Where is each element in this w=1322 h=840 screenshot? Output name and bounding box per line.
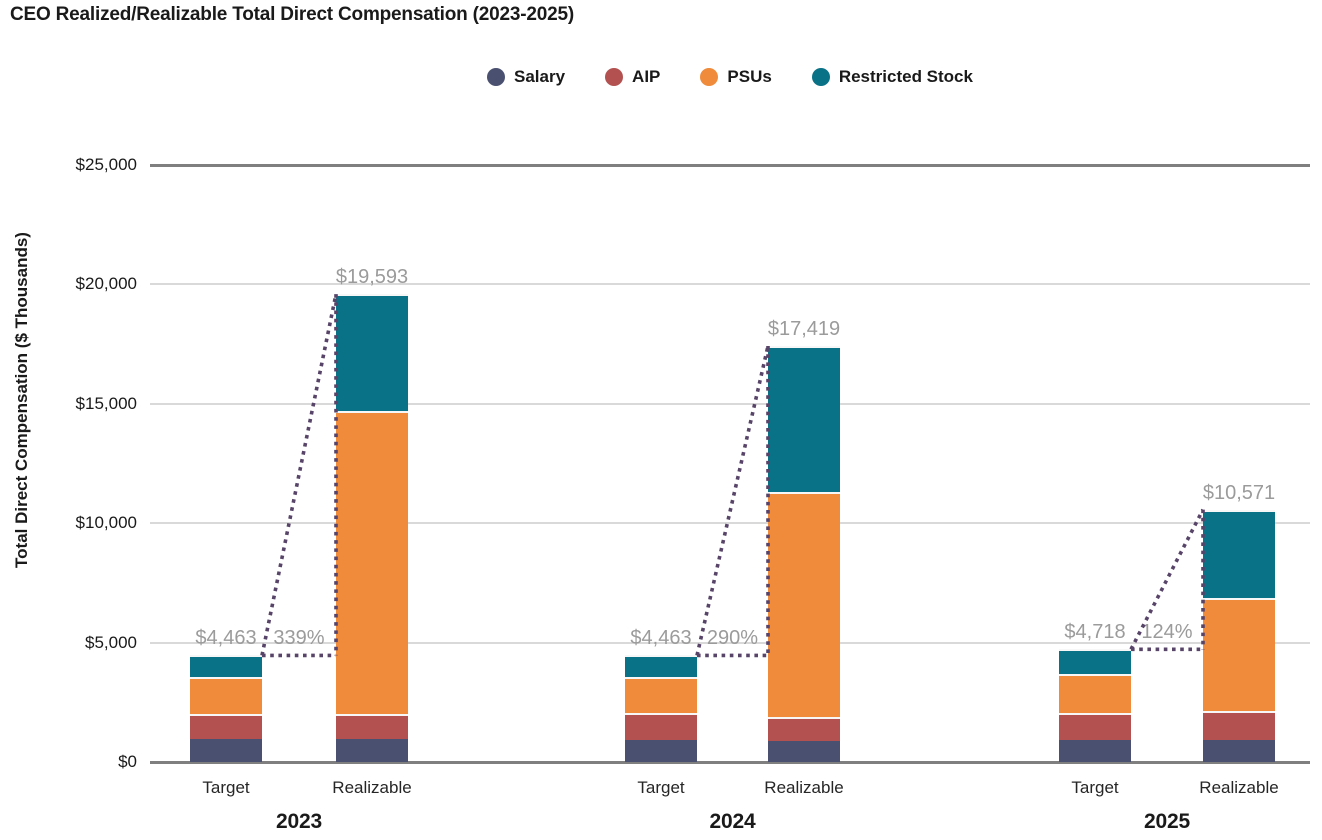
legend-label-aip: AIP	[632, 67, 661, 86]
y-tick-label: $0	[118, 752, 137, 771]
bar-total-label-2024-realizable: $17,419	[767, 318, 841, 341]
legend-item-psus: PSUs	[700, 67, 772, 87]
restricted-stock-swatch-icon	[811, 68, 830, 86]
bar-segment-2023-target-salary	[190, 738, 262, 762]
bar-segment-2025-target-aip	[1059, 713, 1131, 740]
bar-total-label-2023-target: $4,463	[195, 627, 257, 650]
bar-segment-2024-target-salary	[625, 740, 697, 762]
chart-title: CEO Realized/Realizable Total Direct Com…	[10, 4, 574, 25]
legend-item-salary: Salary	[487, 67, 565, 87]
gridline-20000	[150, 283, 1310, 286]
bar-segment-2025-target-restricted-stock	[1059, 649, 1131, 675]
legend-item-aip: AIP	[605, 67, 660, 87]
aip-swatch-icon	[605, 68, 624, 86]
legend: Salary AIP PSUs Restricted Stock	[150, 63, 1310, 91]
y-tick-label: $20,000	[75, 274, 137, 294]
gridline-10000	[150, 522, 1310, 525]
gridline-0	[150, 760, 1310, 764]
x-label-2023-target: Target	[202, 778, 250, 797]
bar-segment-2023-realizable-aip	[336, 714, 408, 739]
bar-total-label-2023-realizable: $19,593	[335, 266, 409, 289]
x-year-label-2025: 2025	[1144, 810, 1190, 833]
connector-triangle-2023	[260, 293, 338, 658]
bar-segment-2024-target-psus	[625, 677, 697, 713]
x-label-2025-realizable: Realizable	[1199, 778, 1279, 797]
gridline-25000	[150, 163, 1310, 167]
bar-segment-2023-target-restricted-stock	[190, 655, 262, 678]
legend-label-restricted-stock: Restricted Stock	[838, 67, 973, 86]
salary-swatch-icon	[487, 68, 505, 86]
x-label-2023-realizable: Realizable	[332, 778, 412, 797]
bar-segment-2025-realizable-psus	[1203, 598, 1275, 712]
x-year-label-2024: 2024	[709, 810, 756, 833]
x-label-2025-target: Target	[1071, 778, 1119, 797]
y-axis-title: Total Direct Compensation ($ Thousands)	[12, 232, 31, 568]
pct-change-label-2023: 339%	[273, 627, 325, 650]
bar-segment-2024-realizable-psus	[768, 491, 840, 717]
pct-change-label-2025: 124%	[1141, 621, 1193, 644]
x-label-2024-realizable: Realizable	[764, 778, 844, 797]
y-tick-label: $15,000	[75, 393, 137, 413]
bar-segment-2023-realizable-salary	[336, 738, 408, 762]
bar-segment-2023-target-aip	[190, 714, 262, 739]
bar-segment-2023-target-psus	[190, 677, 262, 715]
bar-segment-2025-realizable-restricted-stock	[1203, 509, 1275, 599]
bar-segment-2024-target-aip	[625, 713, 697, 741]
gridline-15000	[150, 402, 1310, 405]
legend-item-restricted-stock: Restricted Stock	[811, 67, 973, 87]
y-tick-label: $5,000	[85, 632, 137, 652]
bar-total-label-2025-target: $4,718	[1064, 621, 1126, 644]
y-tick-label: $25,000	[75, 155, 137, 174]
x-label-2024-target: Target	[637, 778, 685, 797]
bar-total-label-2025-realizable: $10,571	[1202, 481, 1276, 504]
bar-segment-2024-target-restricted-stock	[625, 655, 697, 678]
bar-segment-2023-realizable-psus	[336, 410, 408, 715]
bar-segment-2025-realizable-salary	[1203, 739, 1275, 762]
legend-label-salary: Salary	[514, 67, 566, 86]
y-tick-label: $10,000	[75, 513, 137, 533]
bar-segment-2024-realizable-salary	[768, 740, 840, 762]
psus-swatch-icon	[700, 68, 719, 86]
bar-segment-2024-realizable-aip	[768, 716, 840, 741]
bar-total-label-2024-target: $4,463	[630, 627, 692, 650]
bar-segment-2024-realizable-restricted-stock	[768, 346, 840, 492]
connector-triangle-2024	[695, 345, 770, 658]
legend-label-psus: PSUs	[727, 67, 772, 86]
bar-segment-2023-realizable-restricted-stock	[336, 294, 408, 411]
bar-segment-2025-target-psus	[1059, 674, 1131, 714]
pct-change-label-2024: 290%	[706, 627, 759, 650]
x-year-label-2023: 2023	[276, 810, 322, 833]
bar-segment-2025-target-salary	[1059, 739, 1131, 762]
bar-segment-2025-realizable-aip	[1203, 711, 1275, 740]
